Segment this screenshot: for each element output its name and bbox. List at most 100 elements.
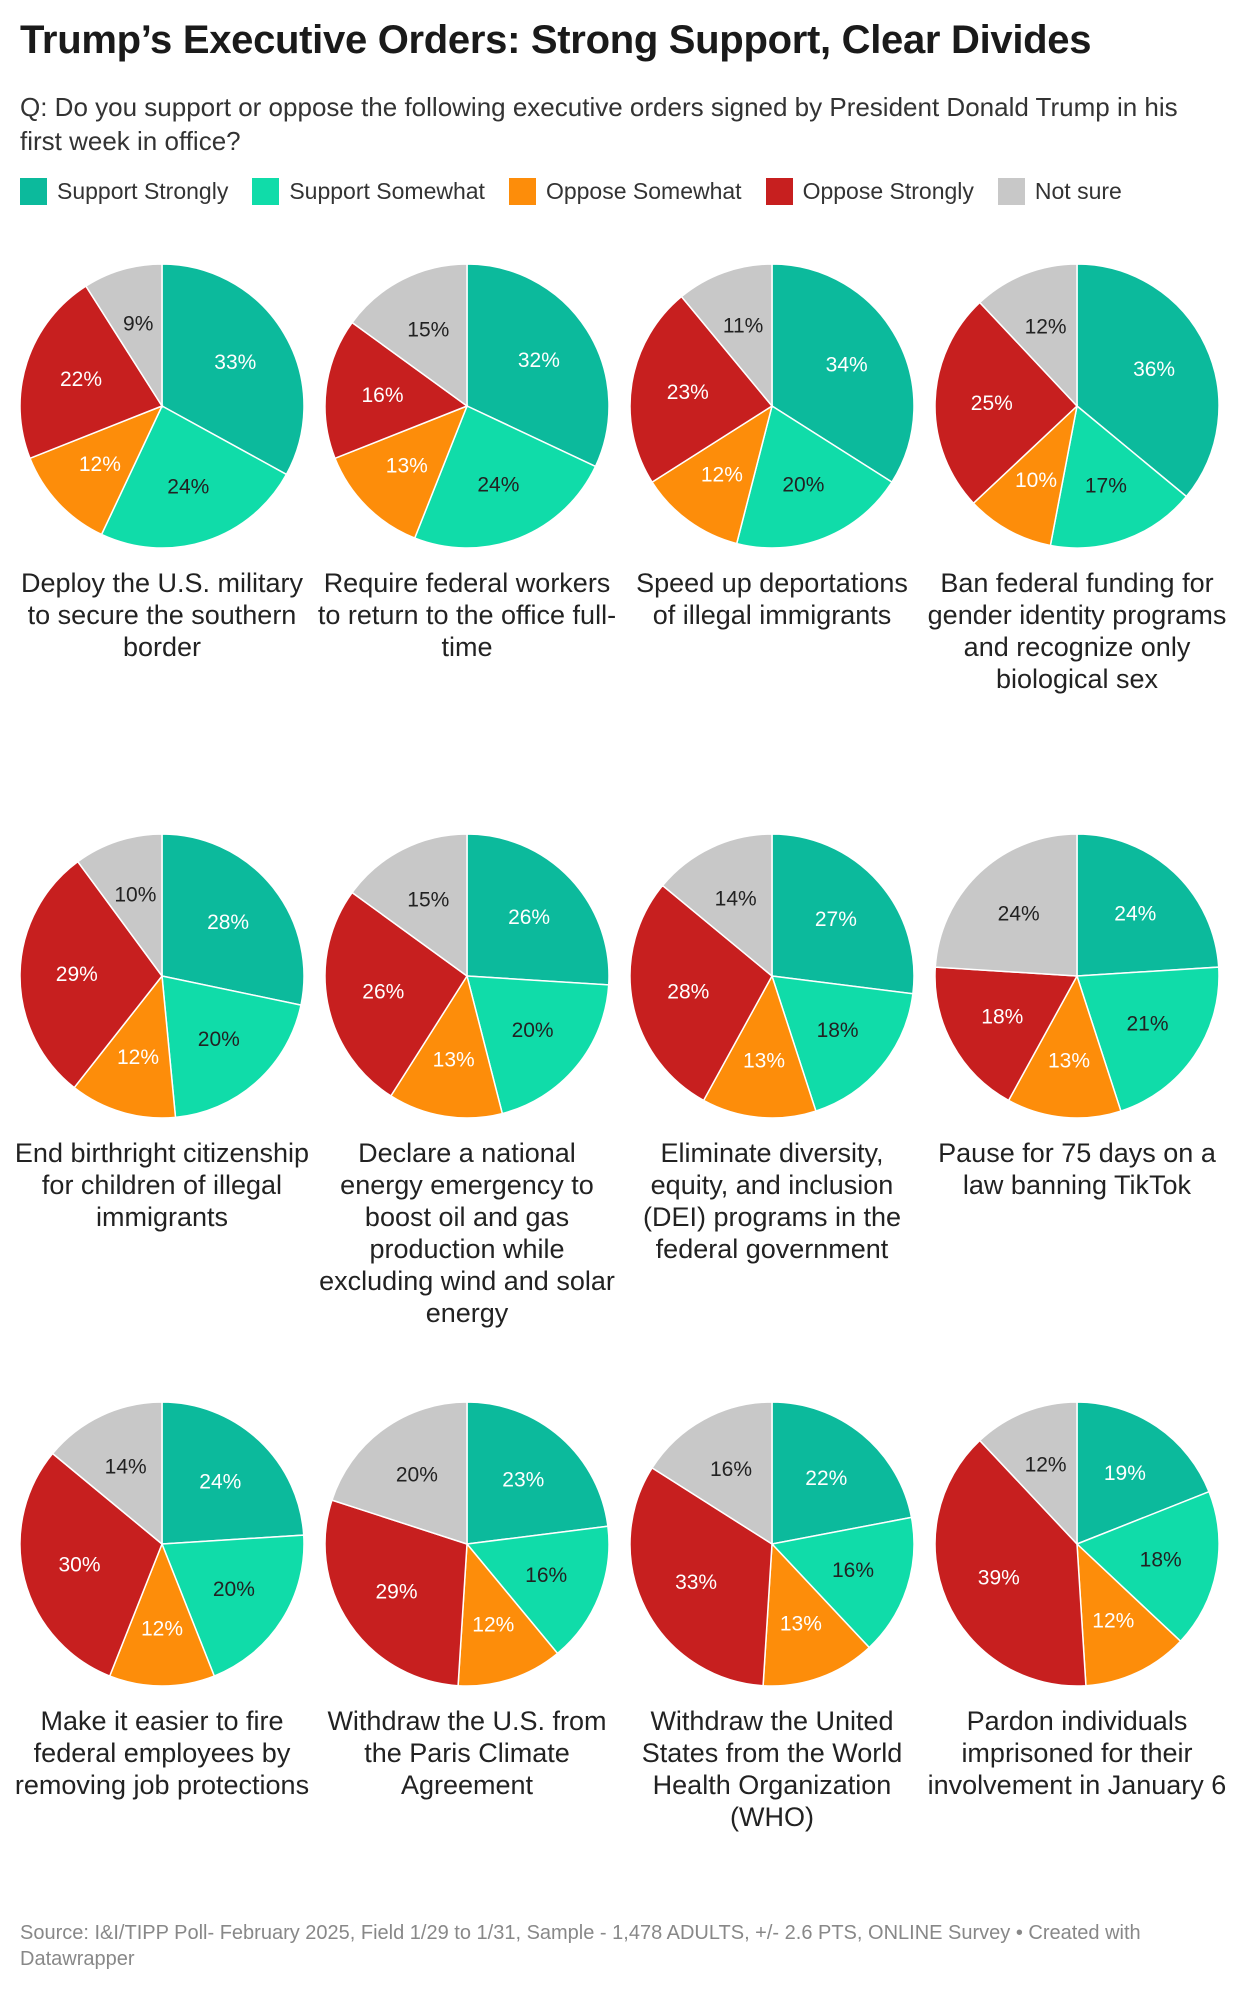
pie-value-label: 19% — [1104, 1462, 1146, 1485]
pie-slice-oppose-somewhat — [108, 1541, 216, 1687]
legend-item-support-strongly: Support Strongly — [20, 178, 228, 205]
pie-value-label: 10% — [1015, 469, 1057, 492]
pie-value-label: 17% — [1085, 475, 1127, 498]
pie-value-label: 20% — [396, 1464, 438, 1487]
pie-slice-support-strongly — [1076, 263, 1220, 498]
pie-svg: 19% 18% 12% 39% 12% — [934, 1401, 1220, 1687]
pie-slice-oppose-strongly — [19, 1452, 163, 1678]
pie-slice-oppose-somewhat — [762, 1542, 871, 1687]
pie-slice-support-somewhat — [1075, 966, 1220, 1112]
pie-value-label: 12% — [141, 1618, 183, 1641]
pie-label: Ban federal funding for gender identity … — [927, 568, 1227, 694]
pie-label: Deploy the U.S. military to secure the s… — [20, 568, 304, 662]
pie-slice-oppose-strongly — [19, 285, 164, 460]
pie-slice-support-strongly — [771, 1401, 913, 1545]
pie-svg: 26% 20% 13% 26% 15% — [324, 833, 610, 1119]
legend: Support Strongly Support Somewhat Oppose… — [20, 178, 1146, 205]
pie-slice-support-somewhat — [465, 1525, 610, 1655]
pie-slice-not-sure — [978, 1401, 1078, 1546]
pie-value-label: 15% — [407, 889, 449, 912]
pie-value-label: 13% — [780, 1613, 822, 1636]
pie-slice-support-strongly — [1076, 1401, 1211, 1546]
pie-label: Eliminate diversity, equity, and inclusi… — [642, 1138, 902, 1264]
pie-slice-not-sure — [934, 833, 1078, 977]
pie-slice-oppose-somewhat — [972, 403, 1079, 547]
legend-label: Oppose Strongly — [802, 178, 974, 204]
pie-value-label: 24% — [998, 902, 1040, 925]
pie-slice-not-sure — [978, 263, 1078, 408]
pie-value-label: 20% — [213, 1578, 255, 1601]
pie-value-label: 26% — [362, 981, 404, 1004]
pie-value-label: 9% — [123, 313, 153, 336]
pie-value-label: 13% — [743, 1049, 785, 1072]
legend-swatch — [252, 178, 280, 205]
pie-value-label: 16% — [832, 1559, 874, 1582]
pie-slice-oppose-strongly — [629, 1466, 773, 1687]
pie-slice-support-somewhat — [1049, 404, 1188, 549]
pie-slice-oppose-somewhat — [333, 404, 469, 540]
chart-title: Trump’s Executive Orders: Strong Support… — [20, 18, 1092, 62]
legend-item-oppose-strongly: Oppose Strongly — [765, 178, 974, 205]
pie-slice-not-sure — [351, 263, 468, 408]
pie-value-label: 14% — [715, 887, 757, 910]
pie-slice-oppose-somewhat — [1076, 1542, 1182, 1687]
pie-slice-support-somewhat — [735, 404, 893, 549]
pie-value-label: 23% — [502, 1469, 544, 1492]
pie-value-label: 29% — [375, 1580, 417, 1603]
legend-swatch — [997, 178, 1025, 205]
legend-label: Support Somewhat — [289, 178, 485, 204]
chart-subtitle: Q: Do you support or oppose the followin… — [20, 92, 1178, 156]
pie-value-label: 26% — [508, 906, 550, 929]
pie-slice-support-somewhat — [1075, 1490, 1220, 1643]
pie-svg: 27% 18% 13% 28% 14% — [629, 833, 915, 1119]
pie-slice-oppose-somewhat — [73, 974, 177, 1119]
pie-label: Make it easier to fire federal employees… — [14, 1706, 310, 1800]
pie-value-label: 16% — [361, 384, 403, 407]
legend-label: Support Strongly — [57, 178, 229, 204]
pie-label: Declare a national energy emergency to b… — [319, 1138, 615, 1328]
pie-value-label: 28% — [207, 911, 249, 934]
pie-value-label: 36% — [1133, 358, 1175, 381]
pie-slice-not-sure — [76, 833, 163, 979]
pie-label: Withdraw the United States from the Worl… — [641, 1706, 903, 1832]
pie-slice-support-somewhat — [100, 404, 288, 549]
pie-svg: 24% 21% 13% 18% 24% — [934, 833, 1220, 1119]
pie-value-label: 33% — [214, 351, 256, 374]
pie-value-label: 12% — [1025, 315, 1067, 338]
pie-slice-oppose-strongly — [629, 295, 774, 484]
pie-slice-oppose-somewhat — [1007, 974, 1122, 1119]
pie-value-label: 13% — [433, 1049, 475, 1072]
pie-svg: 28% 20% 12% 29% 10% — [19, 833, 305, 1119]
pie-value-label: 22% — [805, 1467, 847, 1490]
pie-slice-oppose-somewhat — [651, 404, 774, 545]
pie-slice-oppose-somewhat — [28, 404, 164, 536]
pie-slice-support-somewhat — [770, 1516, 915, 1649]
pie-value-label: 20% — [782, 474, 824, 497]
pie-value-label: 16% — [525, 1564, 567, 1587]
pie-svg: 33% 24% 12% 22% 9% — [19, 263, 305, 549]
pie-slice-support-strongly — [466, 1401, 609, 1545]
pie-slice-oppose-strongly — [324, 891, 469, 1097]
pie-slice-support-somewhat — [160, 1534, 305, 1678]
pie-value-label: 15% — [407, 319, 449, 342]
pie-slice-support-somewhat — [413, 404, 597, 549]
legend-item-oppose-somewhat: Oppose Somewhat — [508, 178, 742, 205]
pie-value-label: 32% — [518, 349, 560, 372]
legend-label: Not sure — [1034, 178, 1122, 204]
pie-svg: 24% 20% 12% 30% 14% — [19, 1401, 305, 1687]
pie-svg: 34% 20% 12% 23% 11% — [629, 263, 915, 549]
pie-value-label: 34% — [826, 354, 868, 377]
pie-svg: 23% 16% 12% 29% 20% — [324, 1401, 610, 1687]
pie-value-label: 12% — [117, 1046, 159, 1069]
pie-slice-support-strongly — [771, 833, 915, 995]
pie-value-label: 10% — [114, 884, 156, 907]
pie-slice-not-sure — [51, 1401, 163, 1546]
pie-label: Require federal workers to return to the… — [317, 568, 617, 662]
pie-value-label: 39% — [978, 1566, 1020, 1589]
pie-value-label: 13% — [386, 455, 428, 478]
pie-value-label: 12% — [701, 463, 743, 486]
pie-value-label: 22% — [60, 368, 102, 391]
pie-value-label: 29% — [56, 963, 98, 986]
pie-value-label: 13% — [1048, 1049, 1090, 1072]
pie-value-label: 24% — [1114, 902, 1156, 925]
